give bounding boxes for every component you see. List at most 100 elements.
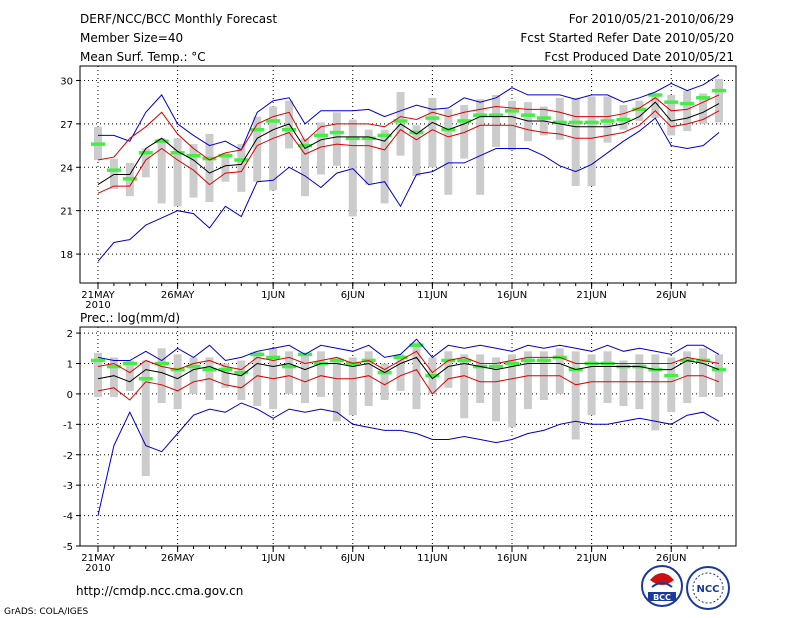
temp-box: [253, 116, 262, 182]
temp-xtick-label: 26JUN: [656, 290, 686, 301]
prec-box: [651, 354, 660, 431]
temp-box: [523, 102, 532, 142]
prec-box: [555, 348, 564, 394]
prec-box: [476, 354, 485, 404]
prec-box: [508, 354, 516, 428]
bcc-logo-text: BCC: [653, 593, 671, 602]
prec-box: [460, 354, 469, 419]
prec-box: [348, 357, 357, 416]
temp-xtick-label: 21JUN: [576, 290, 606, 301]
prec-box: [141, 360, 150, 477]
prec-ytick-label: 2: [67, 329, 73, 340]
temp-box: [316, 122, 325, 175]
temp-xtick-label: 6JUN: [341, 290, 365, 301]
temp-xtick-label: 21MAY: [81, 290, 115, 301]
prec-box: [683, 351, 692, 404]
temp-ytick-label: 21: [60, 207, 73, 218]
temp-ytick-label: 18: [60, 250, 73, 261]
temp-year-label: 2010: [85, 300, 110, 311]
temp-xtick-label: 16JUN: [497, 290, 527, 301]
temp-box: [460, 105, 469, 159]
temp-ytick-label: 24: [60, 163, 73, 174]
prec-box: [603, 351, 612, 404]
prec-xtick-label: 6JUN: [341, 553, 365, 564]
prec-ytick-label: 0: [67, 390, 73, 401]
prec-box: [253, 351, 262, 407]
prec-xtick-label: 1JUN: [261, 553, 285, 564]
prec-box: [571, 351, 580, 440]
temp-box: [555, 97, 564, 140]
prec-box: [301, 354, 309, 404]
prec-box: [492, 357, 501, 422]
prec-year-label: 2010: [85, 563, 110, 574]
temp-box: [364, 129, 373, 185]
temp-upper-line: [97, 94, 720, 161]
temp-box: [157, 138, 166, 204]
temp-lower-line: [97, 110, 720, 194]
temp-box: [380, 129, 389, 204]
temp-box: [683, 90, 692, 132]
prec-upper-line: [97, 350, 720, 374]
prec-box: [109, 357, 118, 397]
prec-xtick-label: 26MAY: [161, 553, 195, 564]
prec-ytick-label: 1: [67, 360, 73, 371]
prec-box: [221, 363, 230, 388]
temp-box: [667, 94, 676, 136]
temp-box: [332, 112, 341, 166]
prec-box: [396, 354, 405, 391]
prec-xtick-label: 26JUN: [656, 553, 686, 564]
precipitation-panel: -5 -4 -3 -2 -1 0 1 2 21MAY 26MAY 1JUN 6JUN 11JUN 16JU…: [63, 326, 737, 574]
prec-box: [523, 351, 532, 410]
source-url: http://cmdp.ncc.cma.gov.cn: [76, 584, 243, 598]
temp-box: [348, 119, 357, 217]
prec-box: [380, 363, 389, 400]
temp-box: [651, 93, 660, 119]
temp-box: [619, 105, 628, 130]
temp-box: [205, 133, 214, 202]
prec-min-line: [97, 402, 720, 516]
prec-box: [237, 360, 246, 400]
prec-box: [316, 351, 325, 397]
temp-mean-line: [97, 101, 720, 186]
prec-ytick-label: -3: [63, 481, 73, 492]
temp-box: [173, 138, 182, 207]
variable-label: Mean Surf. Temp.: °C: [80, 50, 206, 64]
prec-xtick-label: 21MAY: [81, 553, 115, 564]
temp-box: [444, 109, 453, 195]
temp-box: [587, 96, 596, 187]
temp-box: [221, 152, 230, 182]
prec-box: [285, 351, 294, 394]
temp-ytick-label: 30: [60, 76, 73, 87]
prec-box: [444, 351, 453, 388]
prec-lower-line: [97, 368, 720, 401]
temperature-panel: 18 21 24 27 30 21MAY 26MAY 1JUN 6JUN 11JUN 16JUN 21…: [60, 65, 737, 311]
prec-box: [364, 351, 373, 407]
bcc-logo: BCC: [641, 565, 683, 607]
forecast-period: For 2010/05/21-2010/06/29: [569, 12, 734, 26]
temp-box: [715, 79, 723, 123]
prec-box: [715, 354, 723, 397]
prec-box: [94, 352, 102, 397]
temp-box: [492, 94, 501, 148]
temp-box: [412, 125, 421, 176]
prec-max-line: [97, 338, 720, 362]
produced-date: Fcst Produced Date 2010/05/21: [544, 50, 734, 64]
prec-box: [412, 342, 421, 410]
prec-box: [587, 354, 596, 416]
prec-xtick-label: 11JUN: [417, 553, 447, 564]
prec-box: [667, 357, 676, 413]
temp-box: [476, 99, 485, 195]
prec-box: [189, 357, 198, 394]
prec-xtick-label: 16JUN: [497, 553, 527, 564]
temp-xtick-label: 1JUN: [261, 290, 285, 301]
temp-min-line: [97, 117, 720, 262]
prec-xtick-label: 21JUN: [576, 553, 606, 564]
temp-xtick-label: 11JUN: [417, 290, 447, 301]
prec-box: [332, 357, 341, 422]
prec-box: [699, 348, 708, 397]
temp-ytick-label: 27: [60, 120, 73, 131]
grads-credit: GrADS: COLA/IGES: [4, 607, 88, 617]
ncc-logo: NCC: [686, 566, 730, 610]
prec-ytick-label: -5: [63, 542, 73, 553]
